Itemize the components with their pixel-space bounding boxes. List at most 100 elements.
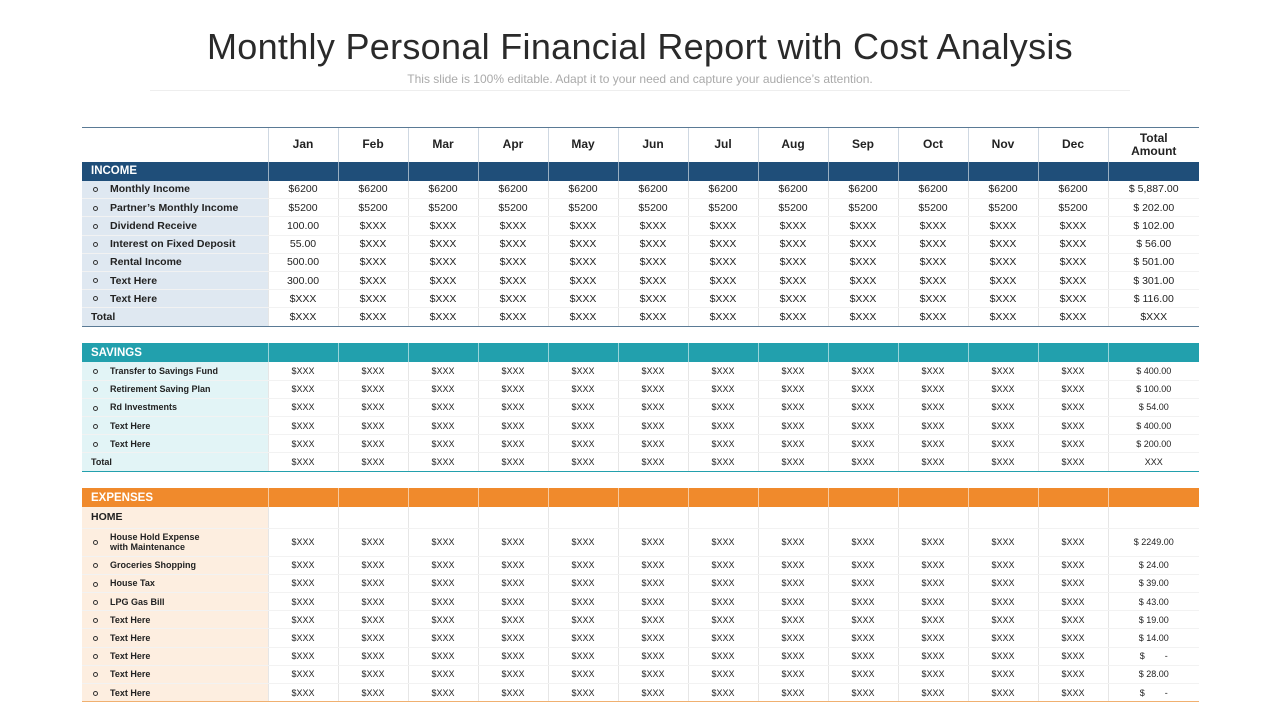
cell-value: $XXX bbox=[757, 665, 828, 684]
cell-value: $XXX bbox=[407, 398, 478, 418]
cell-value: $XXX bbox=[687, 253, 758, 272]
cell-value: $XXX bbox=[1037, 592, 1108, 612]
cell-value: $6200 bbox=[267, 180, 338, 200]
cell-value: $XXX bbox=[407, 610, 478, 630]
bullet-icon bbox=[93, 241, 98, 247]
column-header-sep: Sep bbox=[827, 127, 898, 162]
row-label-text: Dividend Receive bbox=[110, 219, 197, 232]
cell-value: $XXX bbox=[827, 362, 898, 381]
column-header-aug: Aug bbox=[757, 127, 828, 162]
cell-value: $XXX bbox=[547, 362, 618, 381]
row-label: Transfer to Savings Fund bbox=[82, 362, 268, 381]
row-label-text: Text Here bbox=[110, 438, 151, 449]
cell-value: $XXX bbox=[1037, 628, 1108, 648]
cell-value: $XXX bbox=[897, 253, 968, 272]
cell-value: $XXX bbox=[337, 271, 408, 291]
row-label-text: House Tax bbox=[110, 578, 155, 589]
bullet-icon bbox=[93, 636, 98, 642]
cell-value: $XXX bbox=[687, 665, 758, 684]
cell-value: $XXX bbox=[757, 452, 828, 472]
bullet-icon bbox=[93, 617, 98, 623]
cell-value: $XXX bbox=[547, 398, 618, 418]
total-header-line2: Amount bbox=[1131, 143, 1177, 158]
cell-total-amount: $ - bbox=[1107, 647, 1199, 666]
cell-value: $XXX bbox=[757, 253, 828, 272]
bullet-icon bbox=[93, 654, 98, 660]
row-label: Interest on Fixed Deposit bbox=[82, 235, 268, 254]
cell-value: $XXX bbox=[827, 647, 898, 666]
cell-total-amount: $ 400.00 bbox=[1107, 362, 1199, 381]
cell-value: $XXX bbox=[967, 362, 1038, 381]
cell-value: $XXX bbox=[897, 528, 968, 557]
bullet-icon bbox=[93, 405, 98, 411]
cell-value: $XXX bbox=[617, 235, 688, 254]
cell-value: $XXX bbox=[687, 683, 758, 703]
cell-value: $XXX bbox=[337, 556, 408, 575]
bullet-icon bbox=[93, 205, 98, 211]
bullet-icon bbox=[93, 581, 98, 587]
cell-value: $XXX bbox=[1037, 216, 1108, 236]
cell-value: $XXX bbox=[757, 592, 828, 612]
financial-report-table: Jan Feb Mar Apr May Jun Jul Aug Sep Oct Nov Dec Tota… bbox=[82, 127, 1199, 703]
cell-value: $XXX bbox=[407, 362, 478, 381]
cell-value: $XXX bbox=[617, 528, 688, 557]
total-header-line1: Total bbox=[1139, 130, 1168, 145]
cell-value: $XXX bbox=[757, 556, 828, 575]
cell-value: $XXX bbox=[967, 307, 1038, 327]
subtitle-divider bbox=[150, 90, 1130, 91]
table-row: Interest on Fixed Deposit 55.00 $XXX $XXX $X… bbox=[82, 235, 1199, 254]
cell-value: $XXX bbox=[967, 556, 1038, 575]
cell-value: $XXX bbox=[757, 647, 828, 666]
section-spacer bbox=[82, 471, 1199, 489]
cell-value: $XXX bbox=[687, 271, 758, 291]
table-row: Text Here $XXX $XXX $XXX $XXX $XXX $XXX $XXX $XX… bbox=[82, 434, 1199, 454]
cell-value: $XXX bbox=[617, 307, 688, 327]
cell-value: $6200 bbox=[547, 180, 618, 200]
cell-value: $XXX bbox=[1037, 416, 1108, 436]
cell-value: $XXX bbox=[687, 289, 758, 309]
row-label-text: LPG Gas Bill bbox=[110, 596, 165, 607]
cell-value: $XXX bbox=[337, 452, 408, 472]
cell-value: $XXX bbox=[547, 380, 618, 399]
cell-value: $XXX bbox=[757, 289, 828, 309]
cell-value: $XXX bbox=[547, 307, 618, 327]
row-label: House Hold Expense with Maintenance bbox=[82, 528, 268, 557]
cell-value: $XXX bbox=[617, 271, 688, 291]
bullet-icon bbox=[93, 368, 98, 374]
bullet-icon bbox=[93, 539, 98, 545]
cell-value: $XXX bbox=[617, 289, 688, 309]
cell-value: $XXX bbox=[267, 380, 338, 399]
cell-value: $XXX bbox=[897, 628, 968, 648]
cell-value: $XXX bbox=[617, 416, 688, 436]
cell-total-amount: $ 19.00 bbox=[1107, 610, 1199, 630]
cell-value: $XXX bbox=[757, 398, 828, 418]
cell-value: $XXX bbox=[477, 647, 548, 666]
row-label-text: House Hold Expense with Maintenance bbox=[110, 532, 200, 552]
cell-value: $XXX bbox=[407, 528, 478, 557]
row-label-text: Partner’s Monthly Income bbox=[110, 201, 239, 214]
cell-value: $XXX bbox=[827, 556, 898, 575]
cell-value: $5200 bbox=[477, 198, 548, 218]
cell-value: $XXX bbox=[407, 665, 478, 684]
bullet-icon bbox=[93, 387, 98, 393]
cell-value: $XXX bbox=[477, 380, 548, 399]
cell-value: $XXX bbox=[617, 253, 688, 272]
cell-value: $5200 bbox=[687, 198, 758, 218]
cell-value: $XXX bbox=[897, 307, 968, 327]
cell-value: $XXX bbox=[407, 683, 478, 703]
cell-value: $XXX bbox=[267, 647, 338, 666]
cell-value: $XXX bbox=[1037, 574, 1108, 594]
cell-value: $XXX bbox=[827, 289, 898, 309]
cell-value: $XXX bbox=[547, 416, 618, 436]
cell-value: $XXX bbox=[967, 434, 1038, 454]
cell-value: $6200 bbox=[897, 180, 968, 200]
bullet-icon bbox=[93, 563, 98, 569]
cell-value: $XXX bbox=[687, 398, 758, 418]
column-header-row: Jan Feb Mar Apr May Jun Jul Aug Sep Oct Nov Dec Tota… bbox=[82, 127, 1199, 162]
cell-value: $6200 bbox=[407, 180, 478, 200]
cell-value: $XXX bbox=[967, 683, 1038, 703]
cell-value: $XXX bbox=[827, 235, 898, 254]
section-spacer bbox=[82, 326, 1199, 343]
table-row: Rental Income 500.00 $XXX $XXX $XXX $XXX $XXX $… bbox=[82, 253, 1199, 272]
cell-value: $XXX bbox=[1037, 398, 1108, 418]
